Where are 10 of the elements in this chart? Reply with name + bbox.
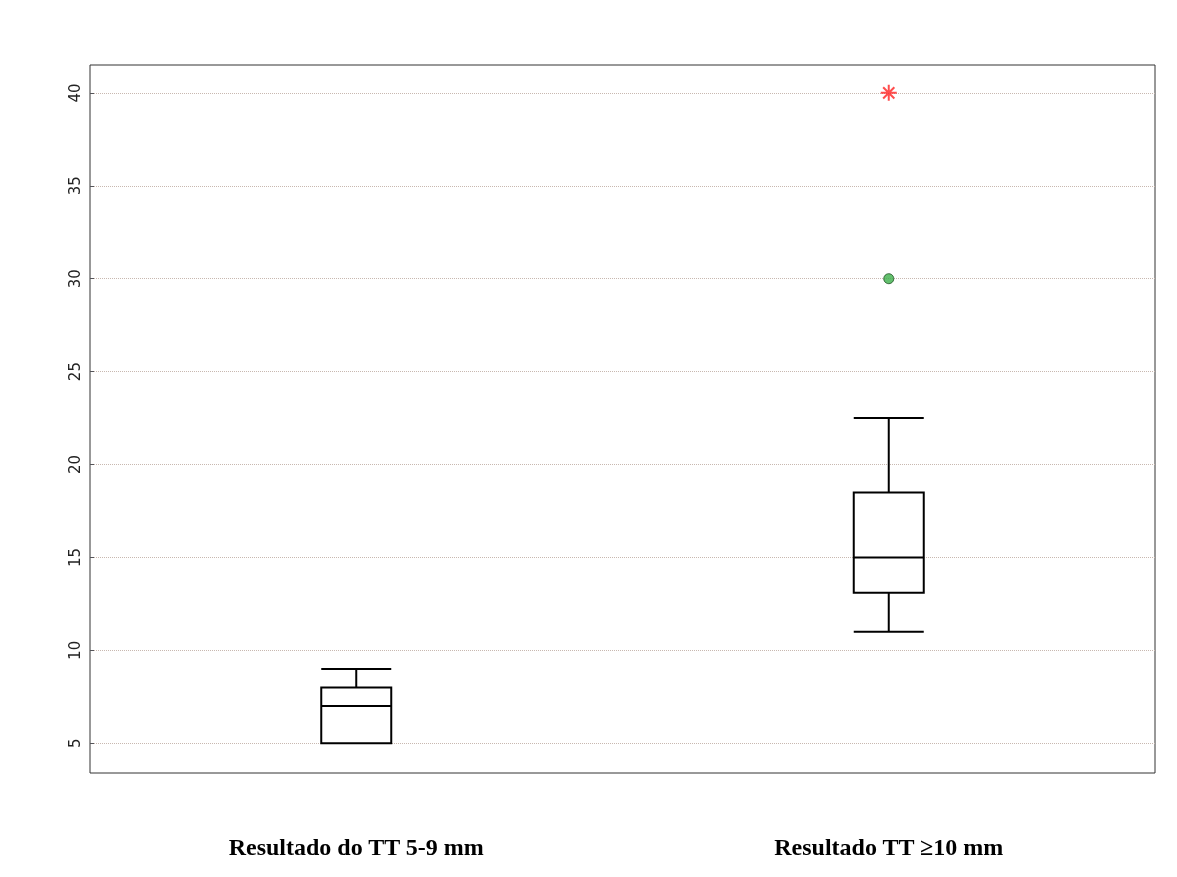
y-tick-label: 5 [65,738,84,749]
y-tick-label: 10 [65,640,84,660]
x-tick-label: Resultado do TT 5-9 mm [228,834,484,860]
y-tick-label: 25 [65,362,84,382]
x-tick-label: Resultado TT ≥10 mm [774,834,1004,860]
y-tick-label: 20 [65,454,84,475]
y-tick-label: 15 [65,547,84,567]
y-tick-label: 35 [65,176,84,196]
y-tick-label: 40 [65,83,84,103]
y-tick-label: 30 [65,269,84,289]
